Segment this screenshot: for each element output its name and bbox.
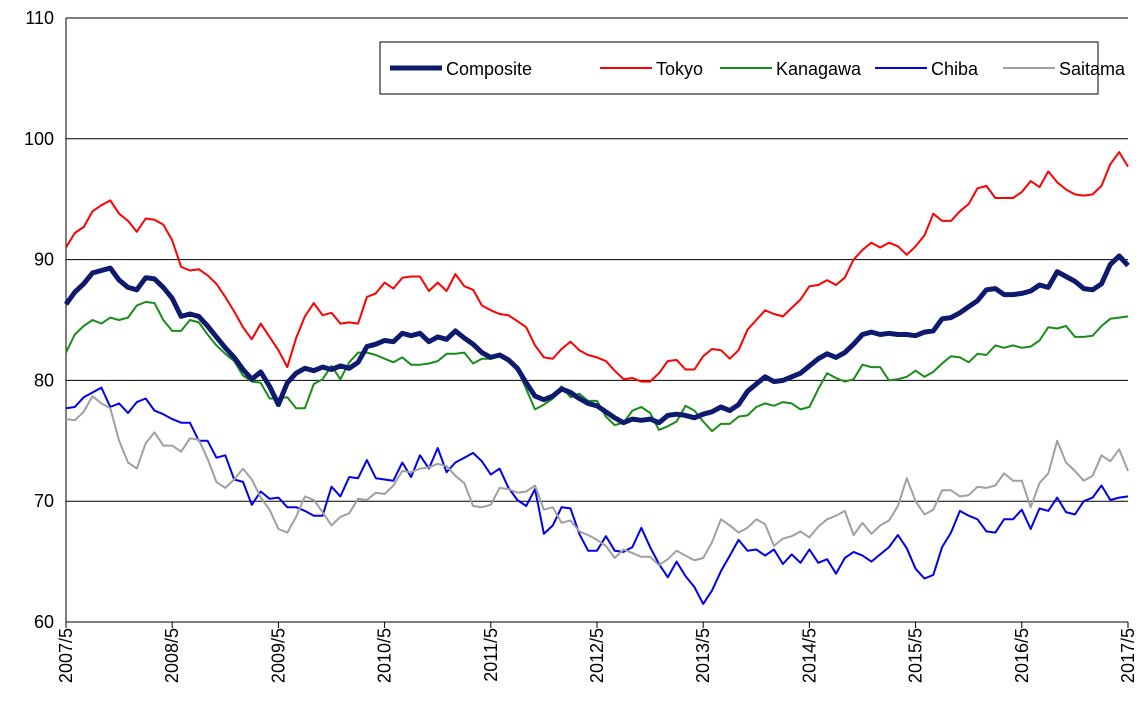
y-tick-label: 60 [34,612,54,632]
x-tick-label: 2011/5 [481,628,501,682]
x-tick-label: 2017/5 [1118,628,1138,683]
series-line [63,253,1130,426]
x-tick-label: 2009/5 [268,628,288,683]
x-tick-label: 2013/5 [693,628,713,683]
series-line [65,395,1129,567]
legend-label: Composite [446,59,532,79]
x-tick-label: 2015/5 [906,628,926,683]
y-tick-label: 100 [24,129,54,149]
x-tick-label: 2007/5 [56,628,76,683]
series-line [65,300,1129,433]
series-line [65,151,1129,383]
legend-label: Tokyo [656,59,703,79]
series-line [65,386,1129,605]
x-tick-label: 2010/5 [375,628,395,683]
x-tick-label: 2012/5 [587,628,607,683]
legend-label: Kanagawa [776,59,862,79]
legend-label: Saitama [1059,59,1126,79]
y-tick-label: 110 [25,8,54,28]
y-tick-label: 80 [34,370,54,390]
legend-label: Chiba [931,59,979,79]
y-tick-label: 70 [34,491,54,511]
x-tick-label: 2016/5 [1012,628,1032,683]
y-tick-label: 90 [34,250,54,270]
x-tick-label: 2014/5 [799,628,819,683]
x-tick-label: 2008/5 [162,628,182,683]
